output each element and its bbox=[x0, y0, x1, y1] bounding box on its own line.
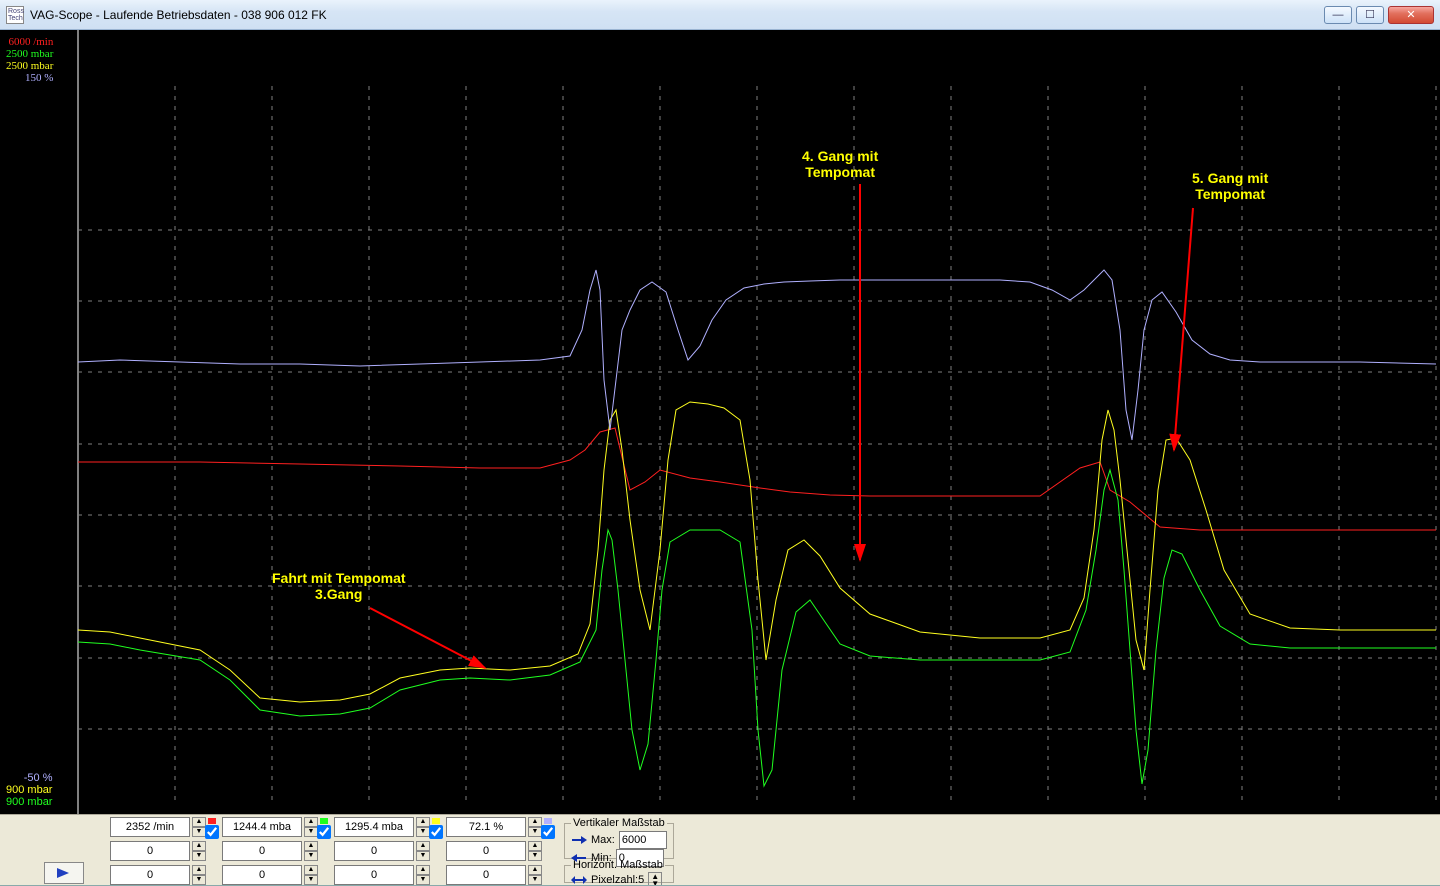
axis-label: 6000 /min bbox=[6, 36, 53, 48]
horizontal-scale-group: Horizont. Maßstab Pixelzahl:5 ▲▼ bbox=[564, 859, 674, 883]
channel-column: ▲▼▲▼▲▼ bbox=[222, 817, 328, 886]
minimize-button[interactable]: — bbox=[1324, 6, 1352, 24]
close-button[interactable]: ✕ bbox=[1388, 6, 1434, 24]
value-spinner[interactable]: ▲▼ bbox=[192, 841, 206, 861]
channel-color-swatch bbox=[544, 818, 552, 824]
value-spinner[interactable]: ▲▼ bbox=[304, 841, 318, 861]
axis-label: -50 % bbox=[6, 772, 52, 784]
channel-column: ▲▼▲▼▲▼ bbox=[334, 817, 440, 886]
channel-values: ▲▼▲▼▲▼▲▼▲▼▲▼▲▼▲▼▲▼▲▼▲▼▲▼ bbox=[110, 817, 558, 886]
vertical-scale-legend: Vertikaler Maßstab bbox=[571, 817, 667, 829]
axis-legend-top: 6000 /min2500 mbar2500 mbar150 % bbox=[6, 36, 53, 84]
channel-value-input[interactable] bbox=[446, 841, 526, 861]
channel-value-input[interactable] bbox=[446, 865, 526, 885]
axis-legend-bottom: -50 %900 mbar900 mbar bbox=[6, 772, 52, 808]
bottom-panel: ▲▼▲▼▲▼▲▼▲▼▲▼▲▼▲▼▲▼▲▼▲▼▲▼ Vertikaler Maßs… bbox=[0, 814, 1440, 886]
axis-label: 900 mbar bbox=[6, 796, 52, 808]
value-spinner[interactable]: ▲▼ bbox=[416, 841, 430, 861]
channel-value-input[interactable] bbox=[222, 841, 302, 861]
channel-color-swatch bbox=[432, 818, 440, 824]
channel-value-input[interactable] bbox=[222, 865, 302, 885]
channel-value-input[interactable] bbox=[334, 841, 414, 861]
window-buttons: — ☐ ✕ bbox=[1324, 6, 1434, 24]
chart-canvas bbox=[0, 30, 1440, 814]
scope-chart: 6000 /min2500 mbar2500 mbar150 % -50 %90… bbox=[0, 30, 1440, 814]
playback-column bbox=[0, 817, 110, 886]
axis-label: 2500 mbar bbox=[6, 60, 53, 72]
value-spinner[interactable]: ▲▼ bbox=[528, 841, 542, 861]
channel-value-input[interactable] bbox=[110, 841, 190, 861]
max-label: Max: bbox=[591, 834, 615, 846]
window-titlebar: Ross Tech VAG-Scope - Laufende Betriebsd… bbox=[0, 0, 1440, 30]
horizontal-scale-legend: Horizont. Maßstab bbox=[571, 859, 665, 871]
play-button[interactable] bbox=[44, 862, 84, 884]
channel-value-input[interactable] bbox=[110, 865, 190, 885]
window-title: VAG-Scope - Laufende Betriebsdaten - 038… bbox=[30, 8, 1324, 22]
hscale-spinner[interactable]: ▲▼ bbox=[648, 872, 662, 886]
axis-label: 2500 mbar bbox=[6, 48, 53, 60]
channel-column: ▲▼▲▼▲▼ bbox=[446, 817, 552, 886]
value-spinner[interactable]: ▲▼ bbox=[304, 865, 318, 885]
axis-label: 900 mbar bbox=[6, 784, 52, 796]
channel-color-swatch bbox=[320, 818, 328, 824]
app-icon: Ross Tech bbox=[6, 6, 24, 24]
channel-column: ▲▼▲▼▲▼ bbox=[110, 817, 216, 886]
max-input[interactable] bbox=[619, 831, 667, 849]
value-spinner[interactable]: ▲▼ bbox=[416, 865, 430, 885]
maximize-button[interactable]: ☐ bbox=[1356, 6, 1384, 24]
value-spinner[interactable]: ▲▼ bbox=[528, 865, 542, 885]
channel-value-input[interactable] bbox=[334, 865, 414, 885]
arrow-right-icon bbox=[571, 833, 587, 847]
value-spinner[interactable]: ▲▼ bbox=[192, 865, 206, 885]
play-icon bbox=[55, 867, 73, 879]
channel-color-swatch bbox=[208, 818, 216, 824]
axis-label: 150 % bbox=[6, 72, 53, 84]
vertical-scale-group: Vertikaler Maßstab Max: Min: bbox=[564, 817, 674, 859]
